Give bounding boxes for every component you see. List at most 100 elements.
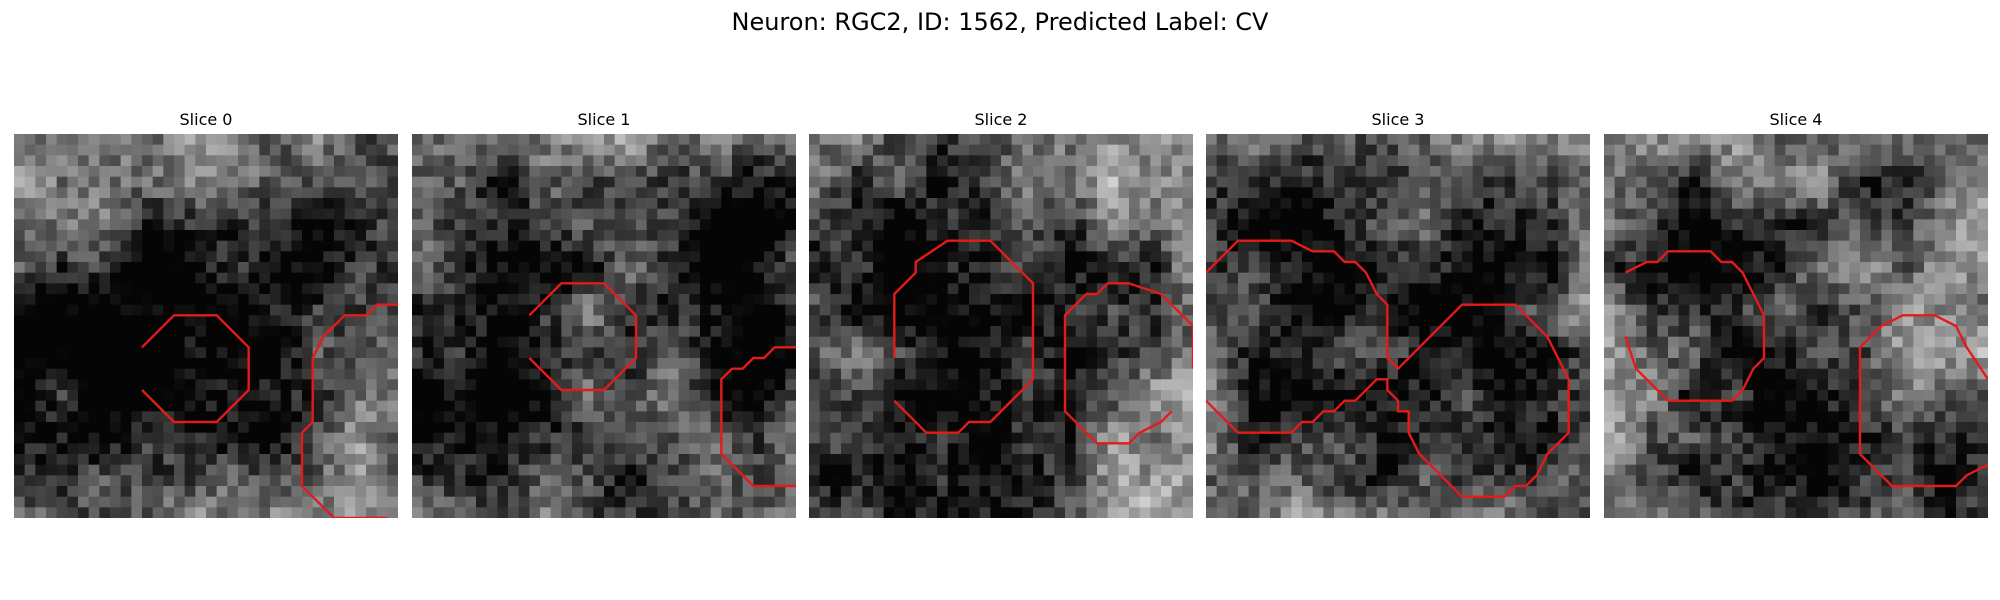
image-pixel <box>1355 411 1367 423</box>
image-pixel <box>433 379 445 391</box>
image-pixel <box>422 230 434 242</box>
image-pixel <box>56 304 68 316</box>
image-pixel <box>110 219 122 231</box>
image-pixel <box>152 272 164 284</box>
image-pixel <box>1312 198 1324 210</box>
image-pixel <box>110 390 122 402</box>
image-pixel <box>969 400 981 412</box>
image-pixel <box>1291 262 1303 274</box>
image-pixel <box>433 315 445 327</box>
image-pixel <box>291 134 303 146</box>
image-pixel <box>1054 262 1066 274</box>
image-pixel <box>142 475 154 487</box>
image-pixel <box>529 155 541 167</box>
image-pixel <box>46 368 58 380</box>
image-pixel <box>1344 166 1356 178</box>
image-pixel <box>841 230 853 242</box>
image-pixel <box>1451 262 1463 274</box>
image-pixel <box>742 144 754 156</box>
image-pixel <box>142 187 154 199</box>
image-pixel <box>561 358 573 370</box>
image-pixel <box>131 240 143 252</box>
image-pixel <box>1483 272 1495 284</box>
image-pixel <box>486 411 498 423</box>
image-pixel <box>1227 166 1239 178</box>
image-pixel <box>1248 358 1260 370</box>
image-pixel <box>764 304 776 316</box>
image-pixel <box>1129 368 1141 380</box>
image-pixel <box>851 315 863 327</box>
image-pixel <box>1547 347 1559 359</box>
image-pixel <box>1302 166 1314 178</box>
image-pixel <box>819 454 831 466</box>
image-pixel <box>1494 176 1506 188</box>
image-pixel <box>1462 198 1474 210</box>
image-pixel <box>1323 134 1335 146</box>
image-pixel <box>259 272 271 284</box>
image-pixel <box>873 443 885 455</box>
image-pixel <box>35 347 47 359</box>
image-pixel <box>1408 262 1420 274</box>
image-pixel <box>1280 368 1292 380</box>
image-pixel <box>486 134 498 146</box>
image-pixel <box>174 368 186 380</box>
image-pixel <box>238 187 250 199</box>
image-pixel <box>1483 326 1495 338</box>
image-pixel <box>14 294 26 306</box>
image-pixel <box>1171 198 1183 210</box>
image-pixel <box>14 496 26 508</box>
image-pixel <box>1515 411 1527 423</box>
image-pixel <box>344 208 356 220</box>
image-pixel <box>1344 262 1356 274</box>
image-pixel <box>1270 134 1282 146</box>
image-pixel <box>248 272 260 284</box>
image-pixel <box>1408 336 1420 348</box>
image-pixel <box>476 283 488 295</box>
image-pixel <box>227 304 239 316</box>
image-pixel <box>238 134 250 146</box>
image-pixel <box>152 304 164 316</box>
image-pixel <box>894 304 906 316</box>
image-pixel <box>1419 176 1431 188</box>
image-pixel <box>1398 304 1410 316</box>
image-pixel <box>1536 262 1548 274</box>
image-pixel <box>732 134 744 146</box>
image-pixel <box>508 240 520 252</box>
image-pixel <box>454 272 466 284</box>
image-pixel <box>721 347 733 359</box>
image-pixel <box>1139 176 1151 188</box>
image-pixel <box>1001 368 1013 380</box>
image-pixel <box>366 411 378 423</box>
image-pixel <box>851 411 863 423</box>
image-pixel <box>1150 198 1162 210</box>
image-pixel <box>280 432 292 444</box>
image-pixel <box>561 166 573 178</box>
image-pixel <box>561 262 573 274</box>
image-pixel <box>1182 283 1193 295</box>
image-pixel <box>937 304 949 316</box>
image-pixel <box>24 507 36 518</box>
image-pixel <box>1043 304 1055 316</box>
image-pixel <box>636 368 648 380</box>
image-pixel <box>1515 294 1527 306</box>
image-pixel <box>259 411 271 423</box>
image-pixel <box>1483 176 1495 188</box>
image-pixel <box>355 155 367 167</box>
image-pixel <box>774 176 786 188</box>
image-pixel <box>1216 443 1228 455</box>
image-pixel <box>227 507 239 518</box>
image-pixel <box>1182 294 1193 306</box>
image-pixel <box>710 326 722 338</box>
image-pixel <box>689 336 701 348</box>
image-pixel <box>1462 283 1474 295</box>
image-pixel <box>1323 283 1335 295</box>
image-pixel <box>540 411 552 423</box>
image-pixel <box>894 368 906 380</box>
image-pixel <box>433 208 445 220</box>
image-pixel <box>700 272 712 284</box>
image-pixel <box>785 304 796 316</box>
image-pixel <box>291 144 303 156</box>
image-pixel <box>88 432 100 444</box>
image-pixel <box>344 464 356 476</box>
image-pixel <box>1227 155 1239 167</box>
